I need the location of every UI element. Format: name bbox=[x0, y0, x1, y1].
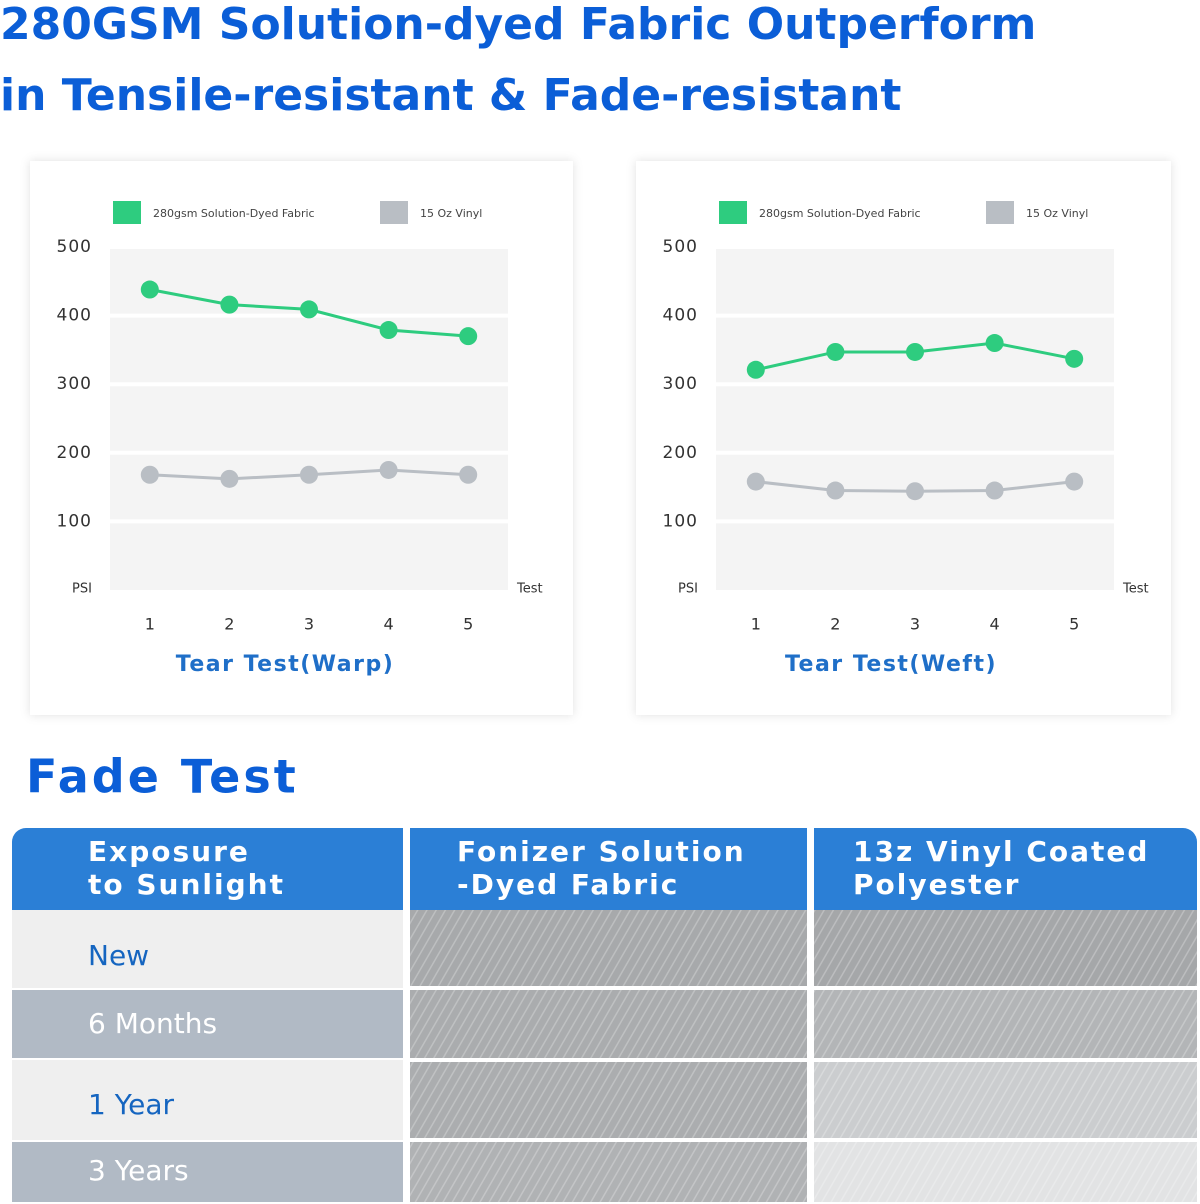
legend-label: 280gsm Solution-Dyed Fabric bbox=[759, 207, 921, 220]
x-tick-label: 2 bbox=[224, 615, 234, 634]
data-point bbox=[379, 321, 398, 340]
legend-swatch bbox=[719, 201, 747, 224]
swatch-texture bbox=[410, 1062, 807, 1138]
y-tick-label: 500 bbox=[57, 237, 92, 257]
legend-label: 15 Oz Vinyl bbox=[1026, 207, 1088, 220]
swatch-texture bbox=[410, 1142, 807, 1202]
row-label-cell bbox=[12, 990, 403, 1058]
data-point bbox=[746, 472, 765, 491]
row-label-cell bbox=[12, 910, 403, 988]
x-tick-label: 4 bbox=[990, 615, 1000, 634]
y-axis-label: PSI bbox=[678, 582, 698, 597]
x-tick-label: 5 bbox=[1069, 615, 1079, 634]
data-point bbox=[459, 327, 478, 346]
charts: 100 200 300 400 500 PSI Test 1 2 3 4 5 Tear Test(War… bbox=[57, 201, 1149, 677]
row-label: 6 Months bbox=[88, 1007, 217, 1040]
x-tick-label: 2 bbox=[830, 615, 840, 634]
data-point bbox=[220, 469, 239, 488]
chart-title: Tear Test(Weft) bbox=[785, 652, 997, 677]
legend-swatch bbox=[380, 201, 408, 224]
y-tick-label: 500 bbox=[663, 237, 698, 257]
legend-swatch bbox=[113, 201, 141, 224]
x-tick-label: 1 bbox=[145, 615, 155, 634]
swatch-texture bbox=[814, 910, 1197, 986]
plot-area bbox=[110, 247, 508, 590]
data-point bbox=[906, 342, 924, 361]
row-label: 3 Years bbox=[88, 1154, 189, 1187]
header-cell bbox=[410, 828, 807, 910]
row-label: New bbox=[88, 939, 149, 972]
data-point bbox=[140, 280, 159, 299]
plot-area bbox=[716, 247, 1114, 590]
y-tick-label: 400 bbox=[57, 306, 92, 326]
header-cell bbox=[814, 828, 1197, 910]
data-point bbox=[379, 460, 398, 479]
y-tick-label: 300 bbox=[663, 374, 698, 394]
header-text: Polyester bbox=[853, 868, 1020, 901]
data-point bbox=[906, 482, 924, 501]
header-text: Exposure bbox=[88, 835, 250, 868]
x-tick-label: 5 bbox=[463, 615, 473, 634]
swatch-texture bbox=[410, 990, 807, 1058]
header-text: -Dyed Fabric bbox=[457, 868, 679, 901]
data-point bbox=[985, 481, 1004, 500]
x-axis-label: Test bbox=[516, 582, 543, 597]
swatch-texture bbox=[814, 1142, 1197, 1202]
data-point bbox=[1065, 472, 1084, 491]
data-point bbox=[826, 481, 845, 500]
data-point bbox=[220, 295, 239, 314]
y-axis-label: PSI bbox=[72, 582, 92, 597]
legend-label: 280gsm Solution-Dyed Fabric bbox=[153, 207, 315, 220]
header-text: 13z Vinyl Coated bbox=[853, 835, 1149, 868]
legend-swatch bbox=[986, 201, 1014, 224]
row-label: 1 Year bbox=[88, 1088, 174, 1121]
row-label-cell bbox=[12, 1060, 403, 1140]
chart-title: Tear Test(Warp) bbox=[176, 652, 395, 677]
x-tick-label: 3 bbox=[910, 615, 920, 634]
swatches bbox=[410, 910, 1197, 1202]
data-point bbox=[826, 342, 845, 361]
y-tick-label: 100 bbox=[663, 511, 698, 531]
swatch-texture bbox=[814, 990, 1197, 1058]
row-label-cell bbox=[12, 1142, 403, 1202]
data-point bbox=[1065, 349, 1084, 368]
y-tick-label: 400 bbox=[663, 306, 698, 326]
data-point bbox=[140, 465, 159, 484]
data-point bbox=[985, 334, 1004, 353]
y-tick-label: 200 bbox=[57, 443, 92, 463]
header-text: to Sunlight bbox=[88, 868, 285, 901]
x-tick-label: 1 bbox=[751, 615, 761, 634]
x-tick-label: 4 bbox=[384, 615, 394, 634]
data-point bbox=[300, 465, 318, 484]
data-point bbox=[459, 465, 478, 484]
y-tick-label: 300 bbox=[57, 374, 92, 394]
data-point bbox=[746, 360, 765, 379]
header-text: Fonizer Solution bbox=[457, 835, 746, 868]
section-title: Fade Test bbox=[26, 750, 299, 804]
data-point bbox=[300, 300, 318, 319]
header-cell bbox=[12, 828, 403, 910]
x-axis-label: Test bbox=[1122, 582, 1149, 597]
swatch-texture bbox=[410, 910, 807, 986]
legend-label: 15 Oz Vinyl bbox=[420, 207, 482, 220]
page-title: in Tensile-resistant & Fade-resistant bbox=[0, 70, 901, 121]
page-title: 280GSM Solution-dyed Fabric Outperform bbox=[0, 0, 1036, 50]
swatch-texture bbox=[814, 1062, 1197, 1138]
y-tick-label: 100 bbox=[57, 511, 92, 531]
x-tick-label: 3 bbox=[304, 615, 314, 634]
y-tick-label: 200 bbox=[663, 443, 698, 463]
